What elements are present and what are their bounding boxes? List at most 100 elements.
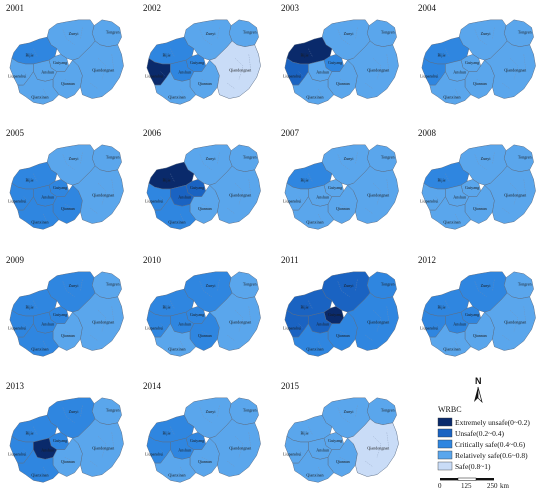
region-qiandongnan [72, 418, 124, 477]
city-label-qiannan: Qiannan [61, 81, 75, 86]
province-map: Zunyi Tongren Bijie Guiyang Liupanshui Anshun… [420, 19, 536, 105]
city-label-qiannan: Qiannan [336, 333, 350, 338]
city-label-anshun: Anshun [178, 322, 191, 327]
city-label-bijie: Bijie [26, 430, 34, 435]
scale-tick-0: 0 [438, 482, 442, 490]
city-label-qiannan: Qiannan [61, 206, 75, 211]
city-label-qiandongnan: Qiandongnan [367, 68, 389, 73]
province-map: Zunyi Tongren Bijie Guiyang Liupanshui Anshun… [420, 144, 536, 230]
region-qiandongnan [72, 292, 124, 351]
city-label-qiandongnan: Qiandongnan [504, 320, 526, 325]
province-map: Zunyi Tongren Bijie Guiyang Liupanshui Anshun… [145, 271, 261, 357]
city-label-liupanshui: Liupanshui [420, 198, 439, 203]
city-label-liupanshui: Liupanshui [283, 451, 302, 456]
city-label-tongren: Tongren [518, 281, 532, 286]
province-map: Zunyi Tongren Bijie Guiyang Liupanshui Anshun… [283, 144, 399, 230]
city-label-qianxinan: Qianxinan [306, 347, 323, 352]
city-label-liupanshui: Liupanshui [8, 198, 27, 203]
city-label-bijie: Bijie [163, 430, 171, 435]
legend-swatch [437, 461, 453, 471]
region-qianxinan [292, 71, 335, 105]
city-label-guiyang: Guiyang [190, 60, 204, 65]
city-label-bijie: Bijie [26, 304, 34, 309]
city-label-anshun: Anshun [178, 70, 191, 75]
city-label-qianxinan: Qianxinan [443, 347, 460, 352]
scale-bar: 0 125 250 km [438, 477, 510, 490]
city-label-qiandongnan: Qiandongnan [367, 320, 389, 325]
city-label-qiandongnan: Qiandongnan [367, 446, 389, 451]
city-label-qiannan: Qiannan [198, 206, 212, 211]
map-panel-2009: 2009 Zunyi Tongren Bijie Guiyang Liupanshui An… [6, 255, 124, 357]
city-label-liupanshui: Liupanshui [145, 73, 164, 78]
region-qiandongnan [209, 165, 261, 224]
city-label-tongren: Tongren [243, 29, 257, 34]
city-label-bijie: Bijie [301, 52, 309, 57]
city-label-qiannan: Qiannan [473, 333, 487, 338]
map-panel-2012: 2012 Zunyi Tongren Bijie Guiyang Liupanshui An… [418, 255, 536, 357]
province-map: Zunyi Tongren Bijie Guiyang Liupanshui Anshun… [145, 144, 261, 230]
city-label-qianxinan: Qianxinan [168, 347, 185, 352]
city-label-liupanshui: Liupanshui [283, 73, 302, 78]
city-label-liupanshui: Liupanshui [145, 451, 164, 456]
city-label-zunyi: Zunyi [206, 283, 217, 288]
city-label-liupanshui: Liupanshui [420, 325, 439, 330]
legend-swatch [437, 428, 453, 438]
region-qiandongnan [72, 40, 124, 99]
region-qianxinan [154, 323, 197, 357]
legend-label: Critically safe(0.4~0.6) [455, 440, 526, 449]
city-label-zunyi: Zunyi [69, 31, 80, 36]
map-panel-2011: 2011 Zunyi Tongren Bijie Guiyang Liupanshui An… [281, 255, 399, 357]
city-label-zunyi: Zunyi [481, 156, 492, 161]
map-panel-2005: 2005 Zunyi Tongren Bijie Guiyang Liupanshui An… [6, 128, 124, 230]
city-label-guiyang: Guiyang [53, 312, 67, 317]
city-label-guiyang: Guiyang [53, 60, 67, 65]
city-label-anshun: Anshun [316, 448, 329, 453]
city-label-tongren: Tongren [243, 154, 257, 159]
city-label-qiannan: Qiannan [198, 459, 212, 464]
city-label-tongren: Tongren [381, 154, 395, 159]
city-label-qiandongnan: Qiandongnan [504, 68, 526, 73]
city-label-guiyang: Guiyang [328, 312, 342, 317]
city-label-guiyang: Guiyang [190, 312, 204, 317]
year-label: 2012 [418, 255, 436, 265]
city-label-qiandongnan: Qiandongnan [92, 446, 114, 451]
region-qianxinan [154, 196, 197, 230]
year-label: 2011 [281, 255, 299, 265]
city-label-liupanshui: Liupanshui [8, 73, 27, 78]
city-label-bijie: Bijie [163, 304, 171, 309]
city-label-guiyang: Guiyang [328, 185, 342, 190]
map-panel-2014: 2014 Zunyi Tongren Bijie Guiyang Liupanshui An… [143, 381, 261, 483]
region-qianxinan [292, 323, 335, 357]
county-lines [298, 405, 389, 475]
city-label-qianxinan: Qianxinan [168, 220, 185, 225]
city-label-qianxinan: Qianxinan [443, 95, 460, 100]
county-lines [160, 405, 251, 475]
region-qianxinan [154, 449, 197, 483]
county-lines [23, 152, 114, 222]
city-label-tongren: Tongren [381, 407, 395, 412]
city-label-tongren: Tongren [243, 407, 257, 412]
county-lines [298, 279, 389, 349]
city-label-zunyi: Zunyi [481, 31, 492, 36]
year-label: 2008 [418, 128, 437, 138]
city-label-qiandongnan: Qiandongnan [229, 193, 251, 198]
province-map: Zunyi Tongren Bijie Guiyang Liupanshui Anshun… [145, 19, 261, 105]
city-label-liupanshui: Liupanshui [420, 73, 439, 78]
map-panel-2013: 2013 Zunyi Tongren Bijie Guiyang Liupanshui An… [6, 381, 124, 483]
region-qianxinan [292, 196, 335, 230]
city-label-anshun: Anshun [178, 195, 191, 200]
legend-label: Relatively safe(0.6~0.8) [455, 451, 528, 460]
legend-swatch [437, 417, 453, 427]
year-label: 2013 [6, 381, 25, 391]
region-qiandongnan [484, 292, 536, 351]
scale-tick-250: 250 [487, 482, 498, 490]
legend-label: Unsafe(0.2~0.4) [455, 429, 505, 438]
region-qiandongnan [484, 40, 536, 99]
county-lines [160, 152, 251, 222]
city-label-tongren: Tongren [381, 29, 395, 34]
map-panel-2004: 2004 Zunyi Tongren Bijie Guiyang Liupanshui An… [418, 3, 536, 105]
province-map: Zunyi Tongren Bijie Guiyang Liupanshui Anshun… [283, 19, 399, 105]
province-map: Zunyi Tongren Bijie Guiyang Liupanshui Anshun… [8, 19, 124, 105]
region-qianxinan [292, 449, 335, 483]
province-map: Zunyi Tongren Bijie Guiyang Liupanshui Anshun… [8, 144, 124, 230]
